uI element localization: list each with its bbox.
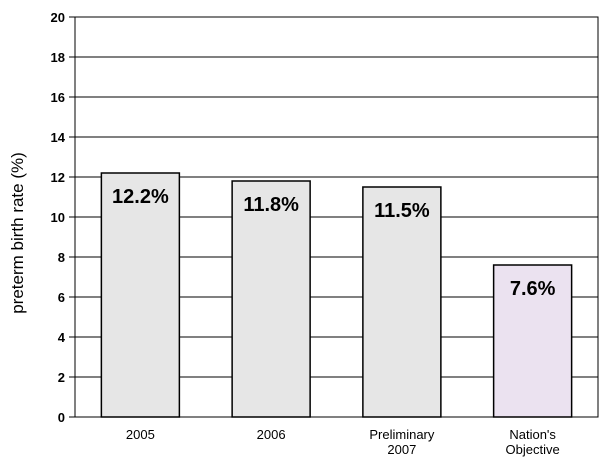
y-axis-title: preterm birth rate (%)	[8, 152, 27, 314]
x-tick-label: Preliminary	[369, 427, 435, 442]
axes	[69, 16, 599, 418]
bar	[100, 172, 181, 418]
y-tick-label: 18	[51, 50, 65, 65]
y-tick-label: 0	[58, 410, 65, 425]
x-tick-label: Objective	[506, 442, 560, 457]
x-tick-label: 2006	[257, 427, 286, 442]
data-labels: 12.2% 11.8% 11.5% 7.6%	[112, 186, 556, 300]
y-tick-label: 8	[58, 250, 65, 265]
data-label: 11.5%	[374, 200, 430, 222]
plot-frame	[74, 16, 599, 418]
data-label: 7.6%	[510, 278, 556, 300]
y-tick-label: 2	[58, 370, 65, 385]
x-tick-label: Nation's	[509, 427, 556, 442]
y-tick-label: 4	[58, 330, 66, 345]
data-label: 12.2%	[112, 186, 169, 208]
y-tick-label: 20	[51, 10, 65, 25]
bar	[362, 186, 442, 418]
y-tick-label: 6	[58, 290, 65, 305]
x-tick-label: 2007	[387, 442, 416, 457]
y-tick-label: 12	[51, 170, 65, 185]
data-label: 11.8%	[243, 194, 299, 216]
x-tick-label: 2005	[126, 427, 155, 442]
bars	[100, 172, 573, 418]
y-tick-labels: 0 2 4 6 8 10 12 14 16 18 20	[51, 10, 66, 425]
y-tick-label: 14	[51, 130, 66, 145]
y-tick-label: 16	[51, 90, 65, 105]
y-tick-label: 10	[51, 210, 65, 225]
bar	[231, 180, 311, 418]
